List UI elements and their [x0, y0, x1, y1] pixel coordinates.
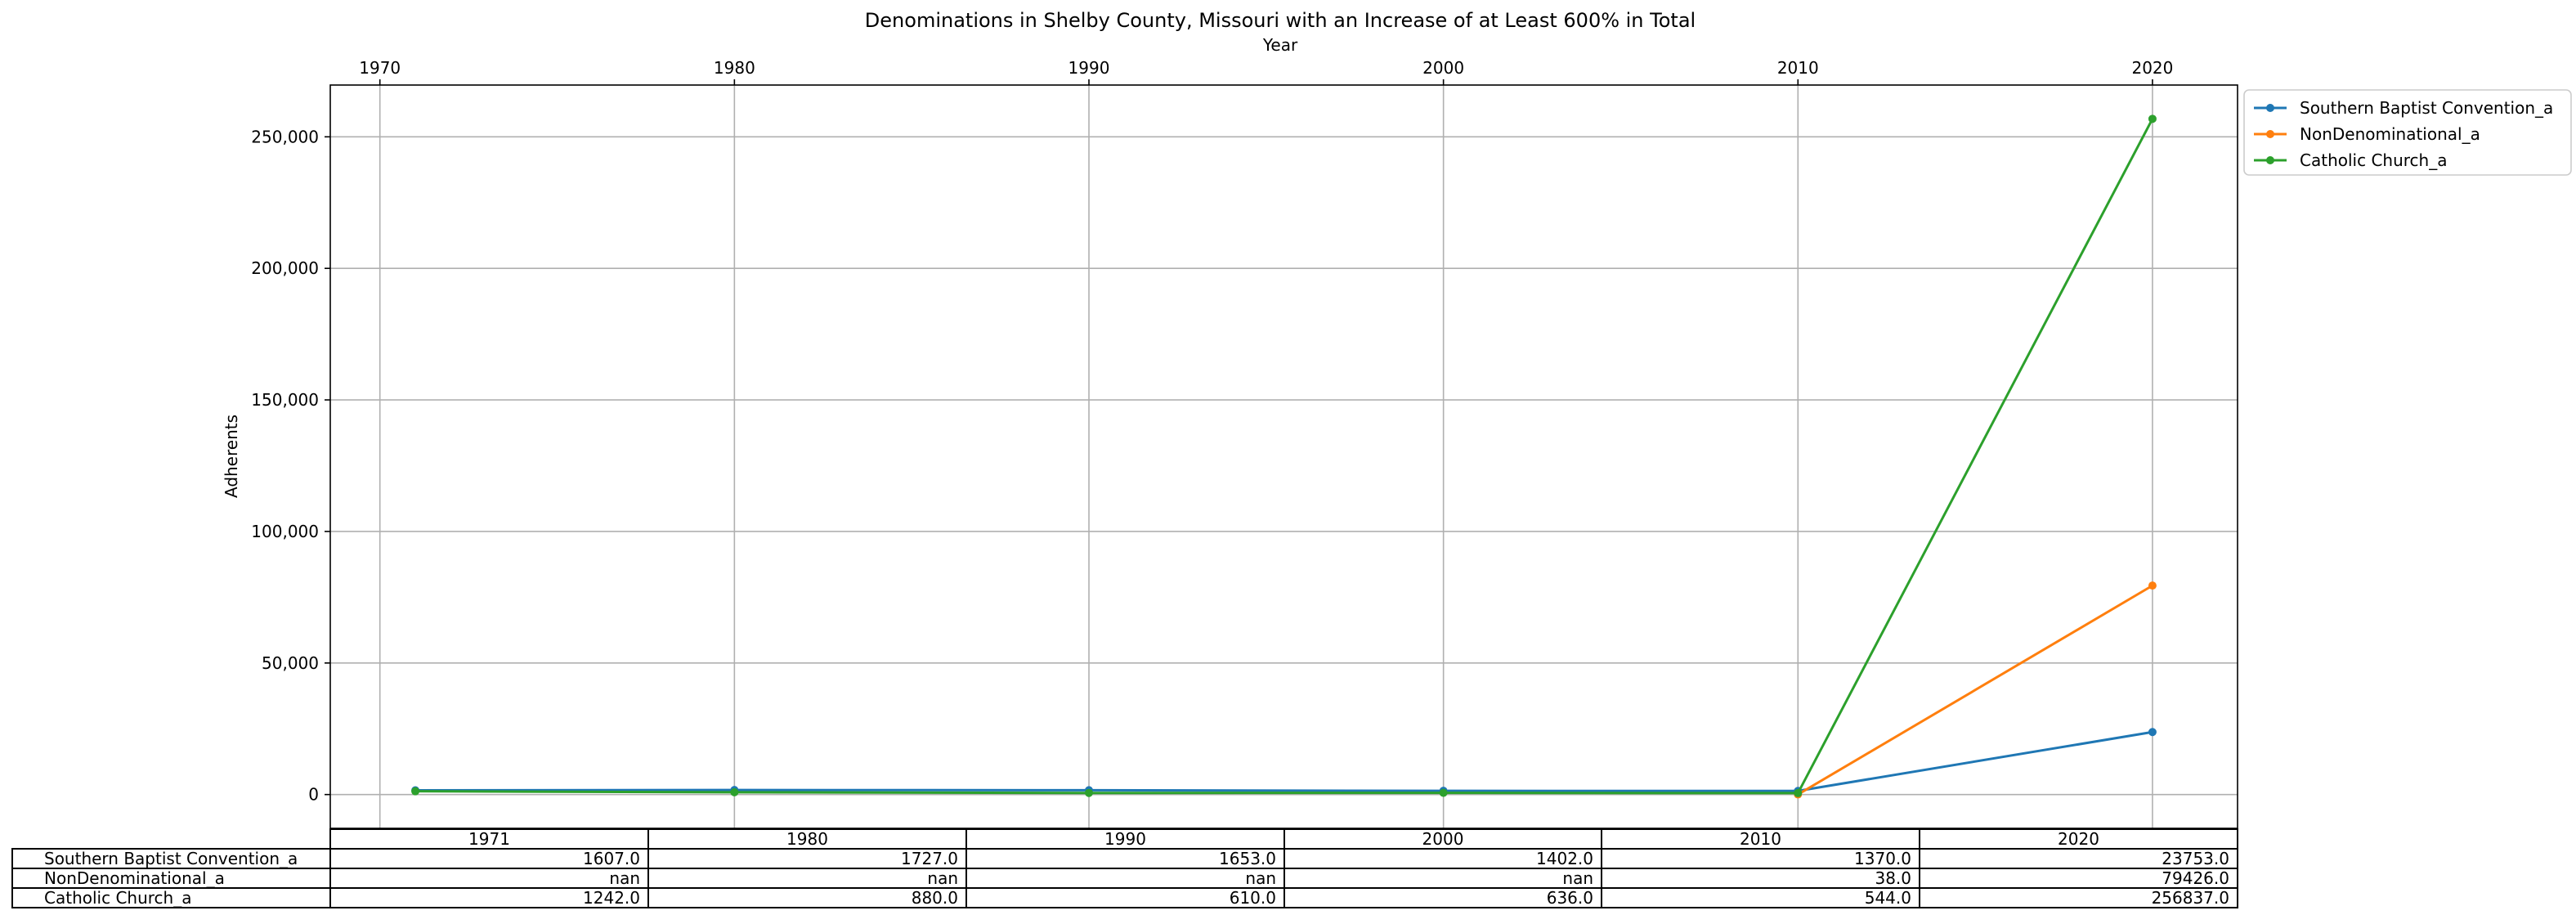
series-line — [1797, 584, 2153, 796]
legend: Southern Baptist Convention_a NonDenomina… — [2243, 89, 2572, 176]
data-point — [2148, 114, 2157, 123]
series-NonDenominational_a — [1794, 581, 2157, 799]
table-cell: nan — [1562, 868, 1593, 888]
x-axis-label: Year — [1262, 35, 1298, 55]
x-tick-label: 1980 — [714, 58, 755, 78]
series-line — [415, 118, 2154, 795]
y-axis-label: Adherents — [222, 415, 241, 498]
legend-box — [2243, 89, 2572, 176]
table-cell: 38.0 — [1875, 868, 1911, 888]
y-tick-label: 150,000 — [251, 390, 319, 410]
table-cell: 256837.0 — [2152, 888, 2229, 908]
data-point — [730, 787, 739, 796]
table-column-header: 1990 — [1104, 829, 1146, 849]
y-tick-label: 50,000 — [262, 653, 319, 673]
table-cell: 1370.0 — [1854, 849, 1911, 868]
x-tick-label: 2020 — [2131, 58, 2173, 78]
legend-marker — [2266, 156, 2274, 164]
data-point — [2148, 728, 2157, 737]
legend-item: Southern Baptist Convention_a — [2254, 98, 2553, 118]
chart-title: Denominations in Shelby County, Missouri… — [865, 9, 1696, 32]
legend-label: Southern Baptist Convention_a — [2300, 98, 2553, 118]
table-cell: nan — [1245, 868, 1276, 888]
table-cell: 1607.0 — [583, 849, 640, 868]
table-cell: 544.0 — [1865, 888, 1911, 908]
series-Catholic Church_a — [411, 114, 2157, 797]
legend-marker — [2266, 104, 2274, 112]
table-column-header: 1980 — [786, 829, 828, 849]
x-tick-label: 1990 — [1068, 58, 1110, 78]
data-point — [411, 787, 420, 796]
table-cell: 1242.0 — [583, 888, 640, 908]
x-tick-label: 1970 — [359, 58, 401, 78]
legend-label: NonDenominational_a — [2300, 124, 2480, 144]
x-tick-label: 2010 — [1777, 58, 1819, 78]
table-cell: 880.0 — [912, 888, 958, 908]
legend-marker — [2266, 130, 2274, 138]
axis-ticks: 1970 1980 1990 2000 2010 2020 0 50,000 100,000 15… — [251, 58, 2173, 805]
y-tick-label: 0 — [308, 785, 319, 805]
table-column-header: 2010 — [1740, 829, 1781, 849]
series-line — [415, 730, 2153, 792]
table-cell: 79426.0 — [2162, 868, 2229, 888]
plot-series — [411, 114, 2157, 799]
table-cell: nan — [927, 868, 958, 888]
table-row-label: NonDenominational_a — [44, 868, 225, 888]
table-cell: 610.0 — [1230, 888, 1276, 908]
table-cell: 1402.0 — [1536, 849, 1593, 868]
legend-item: Catholic Church_a — [2254, 150, 2447, 170]
legend-item: NonDenominational_a — [2254, 124, 2480, 144]
table-cell: 1653.0 — [1219, 849, 1276, 868]
grid — [330, 85, 2238, 828]
y-tick-label: 200,000 — [251, 258, 319, 278]
table-column-header: 2000 — [1422, 829, 1464, 849]
table-row-label: Southern Baptist Convention_a — [44, 849, 298, 868]
data-point — [2148, 581, 2157, 590]
data-point — [1794, 788, 1803, 797]
table-column-header: 1971 — [468, 829, 510, 849]
x-tick-label: 2000 — [1422, 58, 1464, 78]
table-row-label: Catholic Church_a — [44, 888, 191, 908]
plot-frame — [329, 84, 2238, 829]
y-tick-label: 250,000 — [251, 127, 319, 146]
table-column-header: 2020 — [2058, 829, 2099, 849]
data-point — [1084, 788, 1093, 797]
table-cell: 1727.0 — [901, 849, 958, 868]
data-point — [1439, 788, 1448, 797]
table-cell: 23753.0 — [2162, 849, 2229, 868]
data-table: 1971 1980 1990 2000 2010 2020 Southern Baptist… — [11, 828, 2238, 908]
legend-label: Catholic Church_a — [2300, 150, 2447, 170]
table-body-border — [11, 848, 2238, 908]
table-cell: nan — [609, 868, 640, 888]
y-tick-label: 100,000 — [251, 522, 319, 541]
table-cell: 636.0 — [1547, 888, 1593, 908]
